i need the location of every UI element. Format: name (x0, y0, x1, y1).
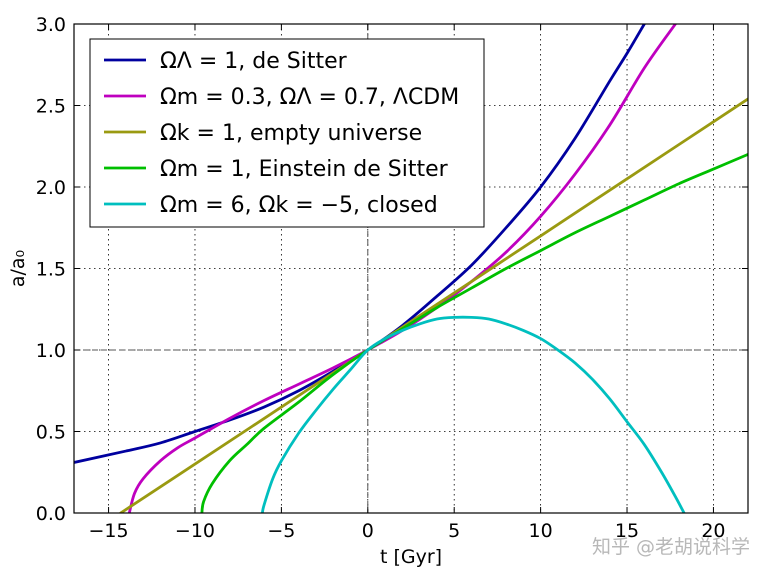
y-tick-label: 3.0 (36, 14, 66, 36)
series-line-closed (260, 315, 686, 513)
legend-box (89, 38, 485, 228)
legend-label: ΩΛ = 1, de Sitter (160, 49, 348, 74)
series-line-empty-universe (119, 97, 748, 513)
legend-label: Ωm = 6, Ωk = −5, closed (160, 193, 438, 218)
x-tick-label: −10 (175, 520, 215, 542)
x-tick-label: −15 (89, 520, 129, 542)
legend-label: Ωm = 0.3, ΩΛ = 0.7, ΛCDM (160, 85, 459, 110)
legend-label: Ωk = 1, empty universe (160, 121, 422, 146)
y-axis-label: a/a₀ (7, 250, 29, 287)
x-tick-label: 15 (615, 520, 639, 542)
y-tick-label: 1.0 (36, 340, 66, 362)
x-tick-label: 10 (529, 520, 553, 542)
series-line-lcdm (127, 24, 677, 513)
series-lines (74, 24, 748, 513)
x-tick-label: 20 (701, 520, 725, 542)
y-tick-label: 2.5 (36, 96, 66, 118)
x-tick-label: 5 (448, 520, 460, 542)
x-axis-label: t [Gyr] (380, 546, 442, 568)
y-tick-label: 0.5 (36, 422, 66, 444)
y-tick-label: 0.0 (36, 503, 66, 525)
y-tick-label: 1.5 (36, 259, 66, 281)
legend: ΩΛ = 1, de Sitter Ωm = 0.3, ΩΛ = 0.7, ΛCD… (89, 38, 485, 228)
x-tick-label: 0 (362, 520, 374, 542)
x-tick-label: −5 (267, 520, 295, 542)
watermark: 知乎 @老胡说科学 (592, 536, 750, 558)
legend-label: Ωm = 1, Einstein de Sitter (160, 157, 449, 182)
ticks: −15 −10 −5 0 5 10 15 20 0.0 0.5 1.0 1.5 2.0 2.5 3.0 (36, 14, 748, 542)
series-line-einstein-de-sitter (200, 153, 748, 513)
y-tick-label: 2.0 (36, 177, 66, 199)
